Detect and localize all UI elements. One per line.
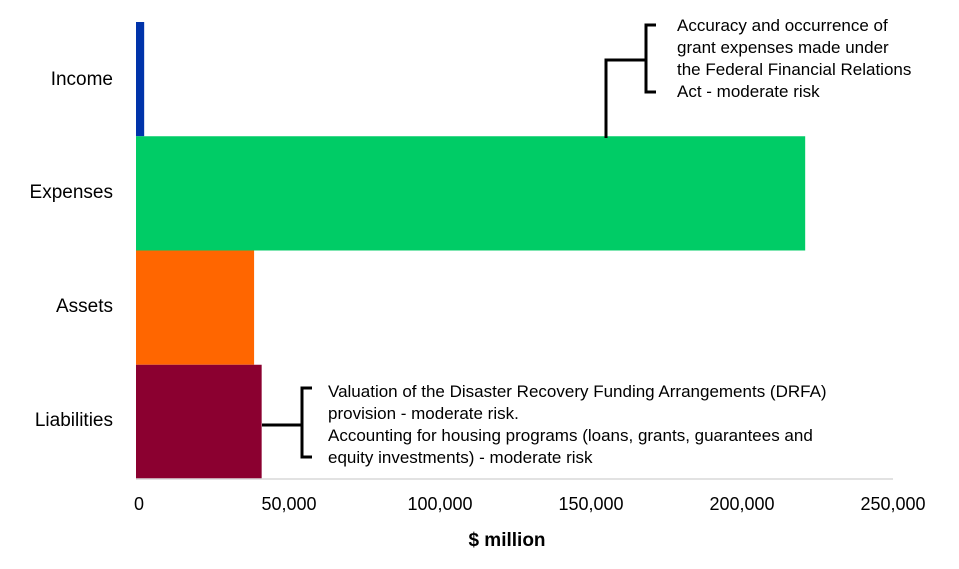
bars-group <box>136 22 806 479</box>
liabilities-annotation: Valuation of the Disaster Recovery Fundi… <box>328 381 827 469</box>
annotation-line: Accuracy and occurrence of <box>677 16 888 35</box>
x-axis-title: $ million <box>468 530 546 551</box>
bar-liabilities <box>136 364 262 479</box>
category-label-expenses: Expenses <box>29 182 113 203</box>
bar-assets <box>136 250 255 365</box>
annotation-line: Act - moderate risk <box>677 82 820 101</box>
annotation-line: grant expenses made under <box>677 38 889 57</box>
expenses-annotation: Accuracy and occurrence of grant expense… <box>677 15 911 103</box>
annotation-line: Accounting for housing programs (loans, … <box>328 426 813 445</box>
x-tick-label: 200,000 <box>709 494 775 514</box>
category-label-liabilities: Liabilities <box>34 410 113 431</box>
bar-expenses <box>136 136 806 251</box>
x-tick-label: 0 <box>133 494 145 514</box>
category-label-income: Income <box>50 69 113 90</box>
category-label-assets: Assets <box>55 296 113 317</box>
annotation-line: Valuation of the Disaster Recovery Fundi… <box>328 382 827 401</box>
x-tick-label: 150,000 <box>558 494 624 514</box>
x-tick-label: 250,000 <box>860 494 926 514</box>
x-tick-label: 100,000 <box>407 494 473 514</box>
bar-income <box>136 22 145 137</box>
liabilities-annotation-bracket <box>262 386 312 459</box>
annotation-line: provision - moderate risk. <box>328 404 519 423</box>
expenses-annotation-bracket <box>604 23 656 138</box>
annotation-line: equity investments) - moderate risk <box>328 448 593 467</box>
annotation-line: the Federal Financial Relations <box>677 60 912 79</box>
x-tick-label: 50,000 <box>261 494 317 514</box>
